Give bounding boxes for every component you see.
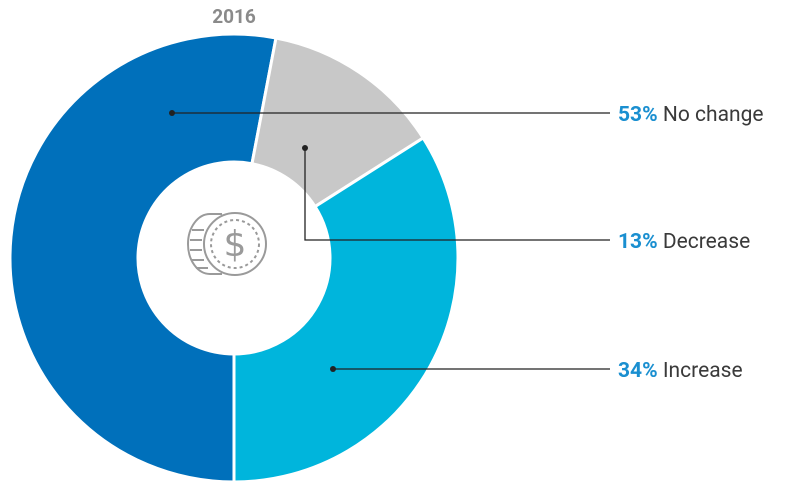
labels: 53% No change 13% Decrease 34% Increase bbox=[169, 103, 764, 383]
slice-label: 53% No change bbox=[618, 103, 764, 127]
category-label: No change bbox=[663, 103, 764, 127]
coin-icon: $ bbox=[187, 212, 267, 276]
value-label: 13% bbox=[618, 230, 658, 254]
category-label: Decrease bbox=[663, 230, 750, 254]
category-label: Increase bbox=[663, 359, 743, 383]
slice-label: 34% Increase bbox=[618, 359, 743, 383]
value-label: 34% bbox=[618, 359, 658, 383]
leader-dot bbox=[302, 145, 308, 151]
chart-title: 2016 bbox=[212, 5, 256, 28]
donut bbox=[8, 32, 460, 482]
leader-dot bbox=[169, 110, 175, 116]
slice bbox=[8, 32, 278, 482]
leader-line bbox=[304, 148, 610, 241]
value-label: 53% bbox=[618, 103, 658, 127]
slice-label: 13% Decrease bbox=[618, 230, 750, 254]
svg-text:$: $ bbox=[224, 224, 247, 265]
leader-dot bbox=[330, 366, 336, 372]
slice bbox=[232, 135, 460, 482]
